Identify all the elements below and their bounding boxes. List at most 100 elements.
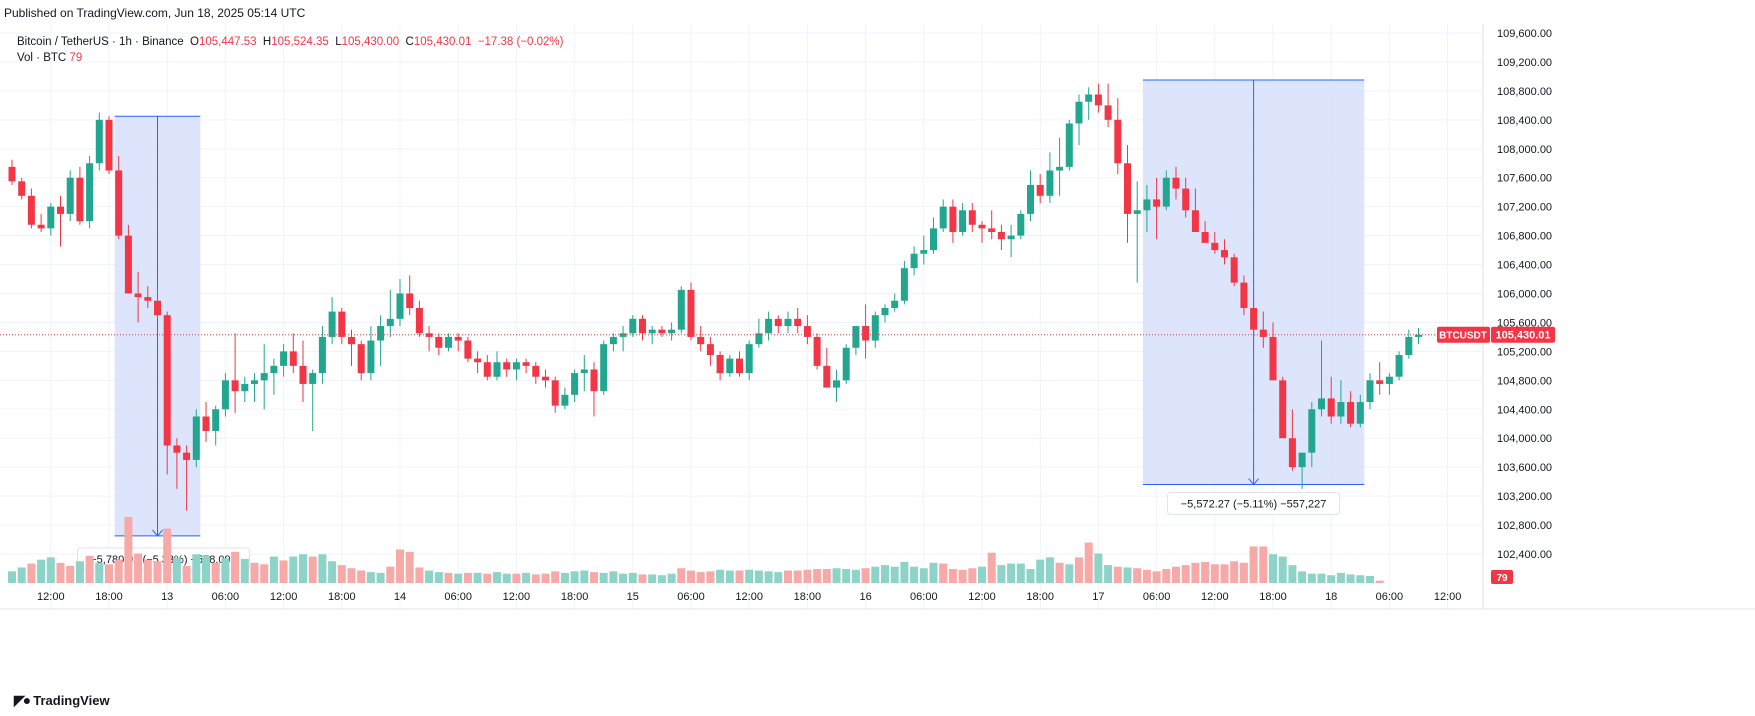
volume-bar — [502, 573, 511, 583]
candle-body — [1104, 105, 1112, 120]
volume-bar — [114, 559, 123, 583]
time-tick-label: 06:00 — [1143, 591, 1171, 603]
volume-bar — [299, 554, 307, 583]
volume-bar — [1045, 557, 1054, 583]
candle-body — [1327, 398, 1335, 417]
candle-body — [1288, 438, 1296, 468]
volume-bar — [386, 566, 395, 583]
candle-body — [920, 250, 928, 254]
candle-body — [1250, 307, 1258, 330]
candle-body — [794, 318, 802, 327]
time-tick-label: 18:00 — [1259, 591, 1287, 603]
volume-bar — [745, 569, 754, 583]
candle-body — [57, 206, 64, 214]
candle-body — [86, 163, 94, 222]
candle-body — [842, 347, 850, 381]
candle-body — [590, 369, 598, 392]
time-tick-label: 18:00 — [95, 591, 123, 603]
volume-bar — [1327, 575, 1336, 583]
candle-body — [1318, 398, 1325, 410]
candle-body — [1065, 123, 1073, 167]
candle-body — [988, 228, 996, 232]
volume-bar — [599, 572, 608, 583]
candle-body — [677, 289, 685, 330]
volume-bar — [929, 562, 938, 583]
high-label: H — [262, 36, 272, 48]
candle-body — [386, 318, 394, 327]
tradingview-logo[interactable]: ◤● TradingView — [14, 692, 110, 709]
volume-bar — [667, 573, 676, 583]
volume-bar — [803, 569, 812, 583]
volume-bar — [968, 568, 977, 583]
volume-bar — [1201, 562, 1210, 583]
volume-bar — [948, 569, 957, 583]
volume-bar — [250, 562, 259, 583]
volume-value: 79 — [69, 52, 83, 64]
volume-bar — [1007, 563, 1016, 583]
candle-body — [154, 300, 161, 316]
volume-bar — [774, 572, 783, 583]
volume-label[interactable]: Vol · BTC — [17, 52, 67, 64]
candle-body — [367, 340, 375, 374]
volume-bar — [910, 566, 919, 583]
price-chart[interactable]: −5,780.92 (−5.33%) −578,092−5,572.27 (−5… — [0, 24, 1755, 676]
candle-body — [658, 329, 666, 334]
candle-body — [260, 373, 268, 381]
candle-body — [939, 206, 947, 229]
price-badge — [1491, 326, 1555, 343]
volume-bar — [1026, 569, 1035, 583]
time-tick-label: 12:00 — [1201, 591, 1229, 603]
price-tick-label: 103,200.00 — [1497, 491, 1552, 503]
candle-body — [66, 177, 74, 214]
volume-bar — [570, 571, 579, 583]
volume-bar — [425, 570, 434, 583]
volume-bar — [1152, 571, 1161, 583]
change-value: −17.38 (−0.02%) — [477, 36, 564, 48]
candle-body — [512, 362, 520, 370]
volume-bar — [1075, 557, 1083, 583]
volume-bar — [512, 573, 521, 583]
volume-bar — [366, 572, 375, 583]
symbol-title[interactable]: Bitcoin / TetherUS · 1h · Binance — [17, 36, 184, 48]
volume-bar — [648, 574, 657, 583]
time-axis: 12:00 18:00 13 06:00 12:00 18:00 14 06:00 12:00 1… — [37, 591, 1461, 603]
volume-bar — [1356, 575, 1365, 583]
volume-bar — [463, 572, 472, 583]
candle-body — [609, 336, 617, 345]
time-tick-label: 16 — [859, 591, 871, 603]
time-tick-label: 12:00 — [1434, 591, 1462, 603]
price-axis: 109,600.00 109,200.00 108,800.00 108,400.00… — [1497, 28, 1552, 561]
volume-bar — [357, 570, 366, 583]
candle-body — [1124, 163, 1131, 214]
candle-body — [716, 355, 724, 374]
published-header: Published on TradingView.com, Jun 18, 20… — [4, 6, 306, 20]
volume-bar — [260, 564, 269, 583]
candle-body — [1094, 94, 1102, 106]
volume-bar — [211, 562, 220, 583]
candle-body — [1017, 213, 1025, 236]
volume-bar — [531, 574, 540, 583]
candle-body — [1337, 402, 1345, 417]
candle-body — [997, 231, 1005, 240]
price-tick-label: 109,200.00 — [1497, 57, 1552, 69]
candle-body — [774, 318, 782, 327]
volume-bar — [56, 562, 65, 583]
candle-body — [1230, 257, 1238, 283]
volume-bar — [172, 558, 181, 583]
volume-bar — [17, 567, 26, 583]
volume-bar — [454, 573, 463, 583]
volume-bar — [279, 560, 288, 583]
volume-bar — [396, 549, 404, 583]
candle-body — [1211, 242, 1219, 251]
volume-bar — [1278, 556, 1287, 583]
candle-body — [1356, 402, 1364, 424]
volume-bar — [1104, 565, 1113, 583]
volume-bars — [8, 516, 1384, 583]
candle-body — [445, 336, 452, 348]
volume-bar — [85, 555, 94, 583]
volume-bar — [754, 570, 763, 583]
time-tick-label: 12:00 — [968, 591, 996, 603]
volume-bar — [1298, 571, 1307, 583]
symbol-badge-label: BTCUSDT — [1439, 331, 1487, 342]
legend-ohlc-row: Bitcoin / TetherUS · 1h · Binance O105,4… — [17, 34, 563, 50]
